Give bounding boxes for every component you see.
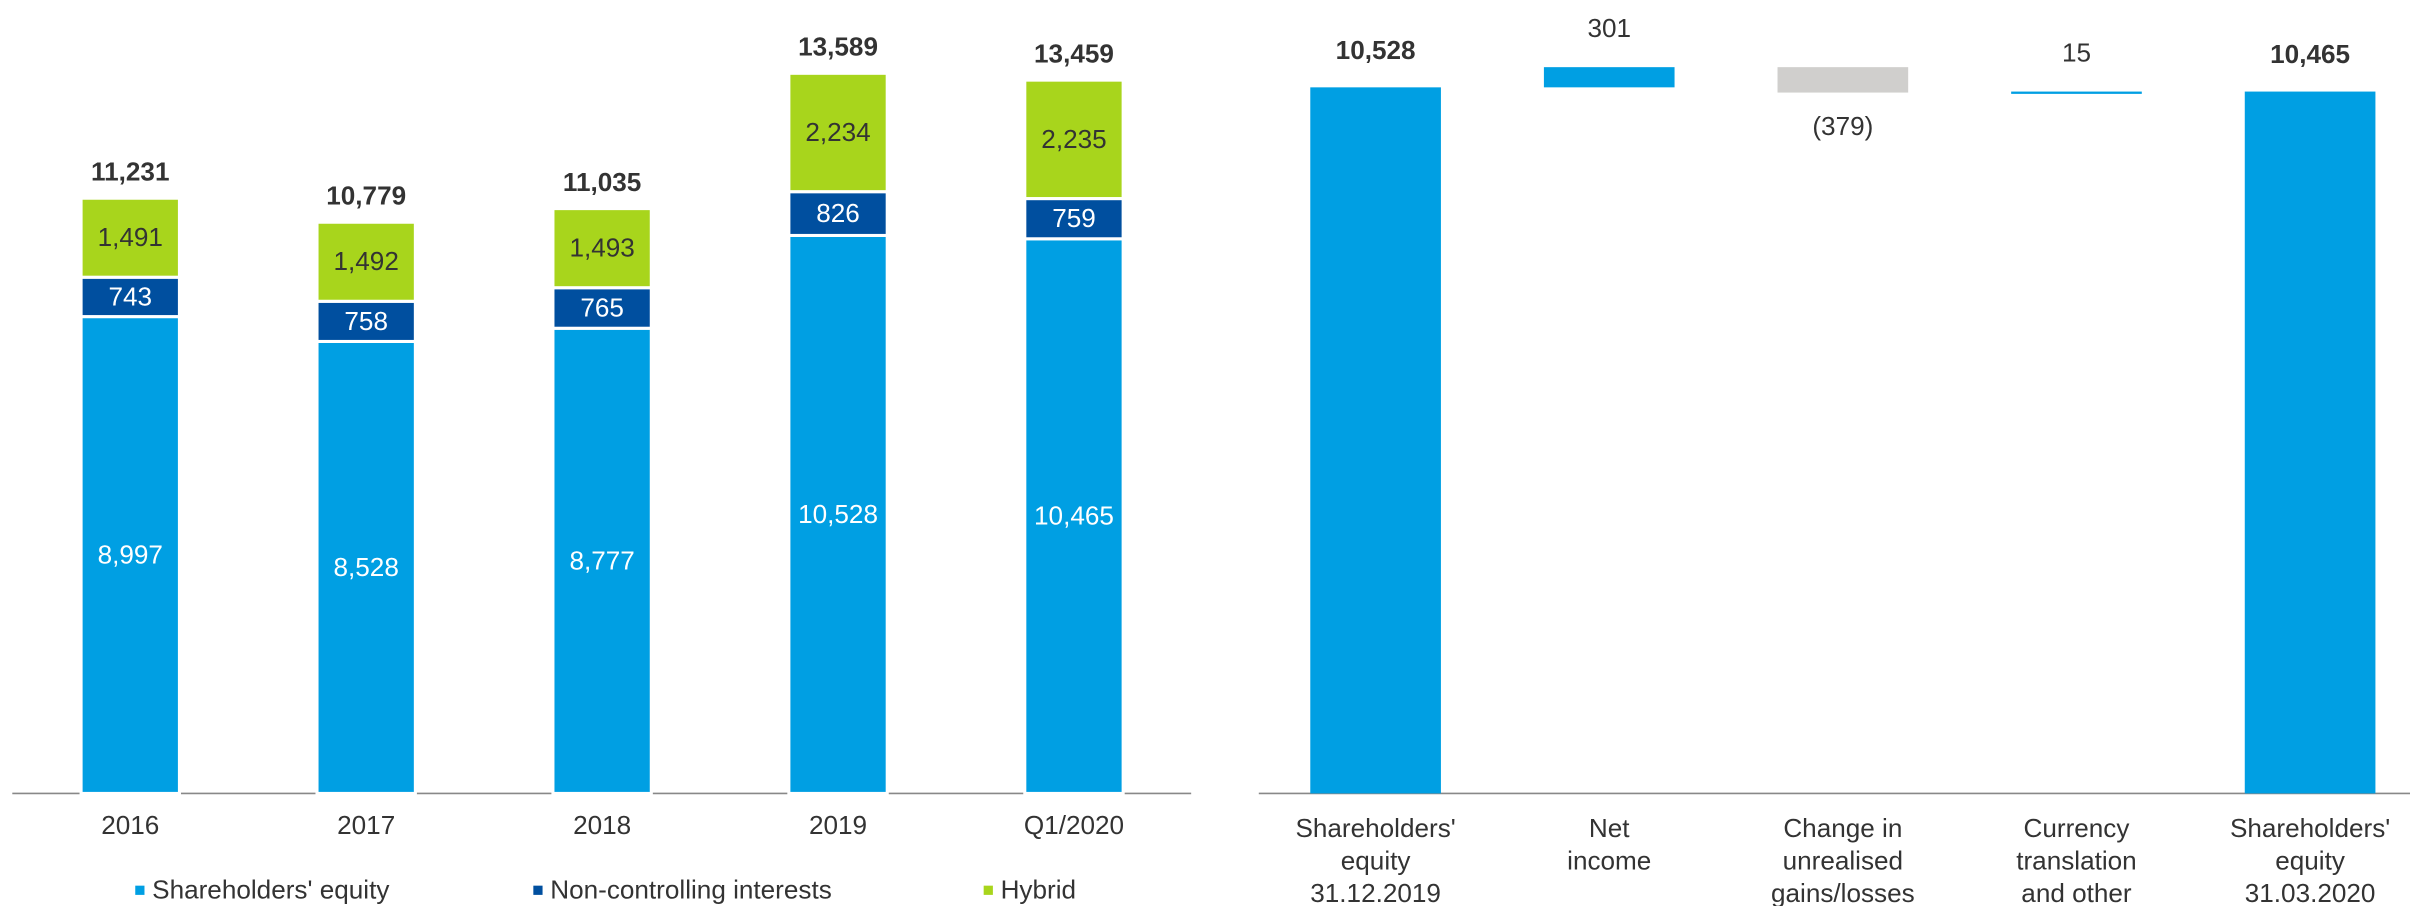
value-label: 10,528: [1336, 35, 1416, 65]
bar-segment: [787, 71, 889, 194]
bar: [1543, 67, 1675, 88]
legend-marker: [983, 885, 993, 895]
bar-segment: [79, 315, 181, 795]
bar-segment: [79, 275, 181, 319]
x-tick-label: 2018: [573, 810, 631, 840]
bar-segment: [79, 196, 181, 279]
segment-label: 8,997: [98, 539, 163, 569]
segment-label: 758: [344, 306, 388, 336]
x-tick-label: gains/losses: [1771, 878, 1915, 906]
x-tick-label: translation: [2016, 846, 2136, 876]
x-tick-label: 31.12.2019: [1310, 878, 1441, 906]
total-label: 11,231: [91, 157, 169, 187]
x-tick-label: equity: [2275, 846, 2345, 876]
segment-label: 10,465: [1034, 501, 1114, 531]
segment-label: 743: [108, 281, 152, 311]
legend-label: Non-controlling interests: [550, 875, 832, 905]
segment-label: 759: [1052, 203, 1096, 233]
x-tick-label: Shareholders': [2230, 813, 2390, 843]
bar: [1310, 87, 1441, 794]
x-tick-label: 2016: [101, 810, 159, 840]
x-tick-label: Currency: [2024, 813, 2130, 843]
total-label: 13,459: [1034, 38, 1114, 68]
bar: [2244, 91, 2376, 794]
segment-label: 765: [580, 292, 624, 322]
bar-segment: [551, 207, 653, 290]
segment-label: 1,493: [569, 233, 634, 263]
bar-segment: [315, 220, 417, 303]
value-label: 15: [2062, 38, 2091, 68]
x-tick-label: income: [1567, 846, 1651, 876]
x-tick-label: and other: [2021, 878, 2132, 906]
segment-label: 2,235: [1041, 124, 1106, 154]
bar-segment: [551, 326, 653, 795]
bar-segment: [315, 299, 417, 343]
bar-segment: [1023, 78, 1125, 201]
segment-label: 8,528: [334, 552, 399, 582]
legend-marker: [135, 885, 145, 895]
total-label: 13,589: [798, 32, 878, 62]
x-tick-label: Net: [1589, 813, 1630, 843]
bar-segment: [787, 190, 889, 237]
x-tick-label: 2017: [337, 810, 395, 840]
x-tick-label: 31.03.2020: [2245, 878, 2376, 906]
value-label: 10,465: [2270, 39, 2350, 69]
value-label: 301: [1587, 13, 1631, 43]
total-label: 10,779: [326, 181, 406, 211]
segment-label: 8,777: [569, 545, 634, 575]
x-tick-label: 2019: [809, 810, 867, 840]
value-label: (379): [1812, 111, 1873, 141]
segment-label: 2,234: [805, 117, 870, 147]
segment-label: 826: [816, 198, 860, 228]
bar-segment: [315, 339, 417, 795]
x-tick-label: Change in: [1783, 813, 1902, 843]
bar-segment: [787, 233, 889, 795]
x-tick-label: Q1/2020: [1024, 810, 1124, 840]
x-tick-label: equity: [1341, 846, 1411, 876]
segment-label: 1,492: [334, 246, 399, 276]
x-tick-label: Shareholders': [1295, 813, 1455, 843]
bar: [1777, 67, 1909, 93]
x-tick-label: unrealised: [1783, 846, 1903, 876]
legend-marker: [533, 885, 543, 895]
segment-label: 1,491: [98, 222, 163, 252]
bar-segment: [1023, 237, 1125, 795]
segment-label: 10,528: [798, 499, 878, 529]
legend-label: Hybrid: [1001, 875, 1076, 905]
bar-segment: [551, 286, 653, 330]
bar: [2011, 91, 2142, 94]
legend-label: Shareholders' equity: [152, 875, 389, 905]
total-label: 11,035: [563, 167, 641, 197]
